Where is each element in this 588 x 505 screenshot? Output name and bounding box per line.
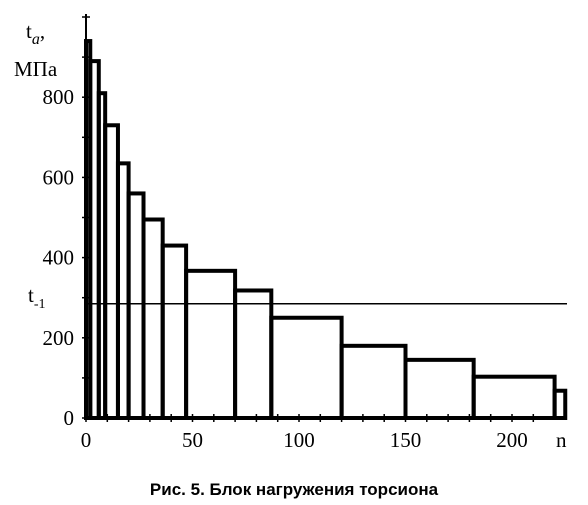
x-tick-label: 100 [283,428,315,452]
loading-blocks [84,39,568,421]
load-block-14 [471,374,557,420]
x-axis-label: n [556,428,567,452]
x-tick-label: 0 [81,428,92,452]
y-tick-label: 0 [64,406,75,430]
threshold-label-main: t [28,283,34,307]
load-block-10 [233,288,274,420]
y-tick-label: 400 [43,246,75,270]
y-axis-unit: МПа [14,57,58,81]
load-block-8 [160,243,189,420]
y-tick-label: 800 [43,85,75,109]
load-block-6 [126,191,146,420]
y-axis: 0 200 400 600 800 [43,14,90,430]
load-block-11 [269,315,344,420]
load-block-15 [552,388,568,420]
x-axis: 0 50 100 150 200 [81,414,548,452]
threshold-label-sub: -1 [34,297,46,312]
load-block-12 [339,343,408,421]
y-tick-label: 200 [43,326,75,350]
figure-caption: Рис. 5. Блок нагружения торсиона [149,480,439,499]
x-tick-label: 150 [390,428,422,452]
load-block-13 [403,357,476,421]
load-block-7 [141,217,165,420]
x-tick-label: 50 [182,428,203,452]
y-axis-label: ta, [26,19,45,48]
y-axis-label-sub: a [32,31,40,48]
load-block-9 [184,268,238,421]
y-tick-label: 600 [43,165,75,189]
x-tick-label: 200 [496,428,528,452]
threshold-label: t-1 [28,283,46,312]
y-axis-label-main: t [26,19,32,43]
y-axis-label-suffix: , [40,19,45,43]
